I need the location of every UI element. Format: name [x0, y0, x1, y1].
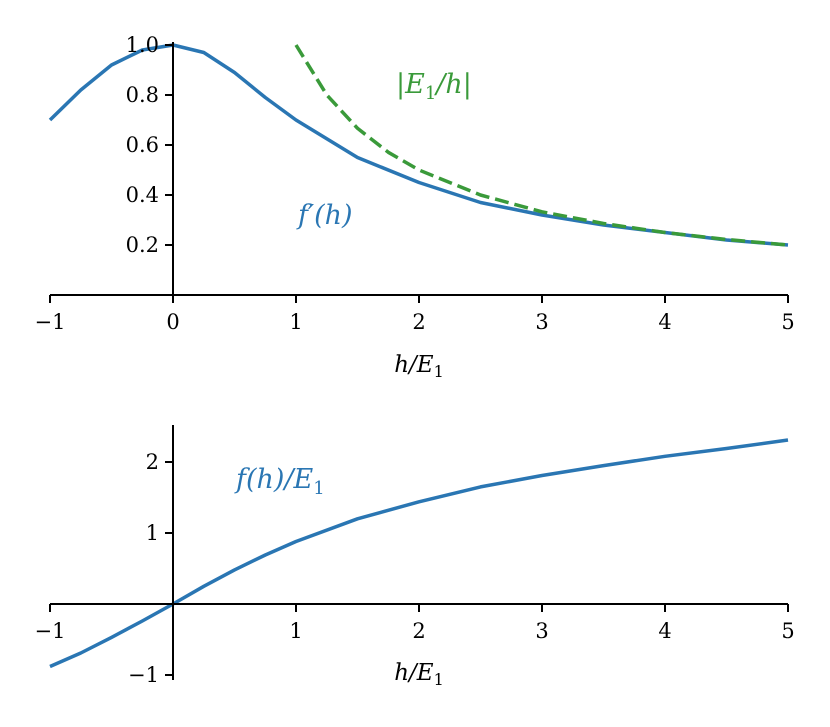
bottom-series-0-line [49, 438, 789, 669]
top-x-tick-label: 5 [781, 310, 794, 334]
top-x-tick-label: 2 [412, 310, 425, 334]
top-x-tick-label: 1 [289, 310, 302, 334]
bottom-y-tick-label: 2 [146, 450, 159, 474]
top-y-tick-label: 1.0 [126, 33, 159, 57]
bottom-x-axis-label: h/E1 [394, 660, 444, 689]
top-panel: −1 0 1 2 3 4 5 0.2 0.4 0.6 0.8 1.0 h/E1 |E1/h| f′(… [35, 33, 795, 381]
bottom-x-tick-label: 5 [781, 619, 794, 643]
bottom-series-group [49, 438, 789, 669]
top-x-ticks: −1 0 1 2 3 4 5 [35, 295, 795, 334]
bottom-x-ticks: −1 1 2 3 4 5 [35, 604, 795, 643]
top-y-tick-label: 0.8 [126, 83, 159, 107]
bottom-y-tick-label: −1 [128, 663, 159, 687]
annotation-f-prime: f′(h) [296, 200, 353, 231]
bottom-x-tick-label: 4 [658, 619, 671, 643]
bottom-x-tick-label: 3 [535, 619, 548, 643]
top-y-tick-label: 0.6 [126, 133, 159, 157]
bottom-x-tick-label: 1 [289, 619, 302, 643]
top-y-tick-label: 0.4 [126, 183, 159, 207]
bottom-y-ticks: −1 1 2 [128, 450, 173, 687]
top-series-group [48, 43, 789, 247]
bottom-x-tick-label: −1 [35, 619, 66, 643]
top-x-tick-label: 3 [535, 310, 548, 334]
annotation-abs-e1-over-h: |E1/h| [396, 69, 472, 104]
bottom-y-tick-label: 1 [146, 521, 159, 545]
annotation-f-over-e1: f(h)/E1 [234, 464, 325, 499]
bottom-panel: −1 1 2 3 4 5 −1 1 2 h/E1 f(h)/E1 [35, 425, 795, 689]
top-y-tick-label: 0.2 [126, 233, 159, 257]
top-x-tick-label: 0 [166, 310, 179, 334]
top-x-axis-label: h/E1 [394, 352, 444, 381]
top-series-1-line [294, 44, 789, 247]
bottom-x-tick-label: 2 [412, 619, 425, 643]
top-x-tick-label: 4 [658, 310, 671, 334]
top-y-ticks: 0.2 0.4 0.6 0.8 1.0 [126, 33, 173, 257]
top-x-tick-label: −1 [35, 310, 66, 334]
